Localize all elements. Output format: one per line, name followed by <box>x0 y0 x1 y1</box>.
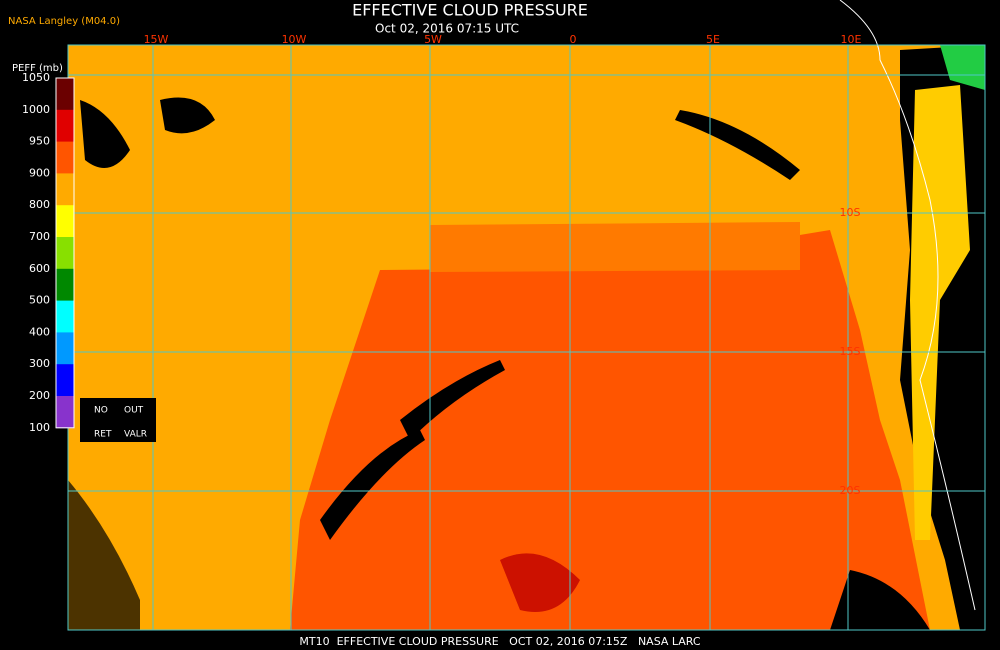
clear-sky <box>830 570 930 630</box>
cloud-layer <box>940 45 985 90</box>
lon-label: 5E <box>706 33 720 46</box>
colorbar-tick-label: 600 <box>29 262 50 275</box>
colorbar-segment <box>56 300 74 333</box>
cloud-layer <box>290 230 930 630</box>
lon-label: 10E <box>841 33 862 46</box>
title: EFFECTIVE CLOUD PRESSURE <box>352 1 588 20</box>
coastline <box>839 0 976 611</box>
lat-label: 15S <box>840 345 861 358</box>
clear-sky <box>160 97 215 134</box>
colorbar-segment <box>56 141 74 174</box>
colorbar: 1050 1000 950 900 800 700 600 500 400 300 200 100 <box>22 71 75 434</box>
lon-label: 10W <box>282 33 307 46</box>
source-label: NASA Langley (M04.0) <box>8 16 120 27</box>
flag-label: OUT <box>124 406 144 416</box>
colorbar-segment <box>56 396 74 429</box>
clear-sky <box>68 480 140 630</box>
clear-sky <box>675 110 800 180</box>
colorbar-segment <box>56 109 74 143</box>
lon-label: 5W <box>424 33 442 46</box>
lat-label: 20S <box>840 484 861 497</box>
colorbar-tick-label: 100 <box>29 421 50 434</box>
colorbar-segment <box>56 78 74 111</box>
footer: MT10 EFFECTIVE CLOUD PRESSURE OCT 02, 20… <box>299 635 701 648</box>
colorbar-frame <box>55 77 75 429</box>
flag-label: NO <box>94 406 108 416</box>
lat-label: 10S <box>840 206 861 219</box>
colorbar-tick-label: 200 <box>29 389 50 402</box>
colorbar-tick-label: 950 <box>29 135 50 148</box>
colorbar-tick-label: 800 <box>29 198 50 211</box>
lon-label: 0 <box>570 33 577 46</box>
lon-label: 15W <box>144 33 169 46</box>
colorbar-tick-label: 500 <box>29 294 50 307</box>
clear-sky <box>400 360 505 440</box>
colorbar-tick-label: 300 <box>29 357 50 370</box>
clear-sky <box>80 100 130 168</box>
flag-label: RET <box>94 430 112 440</box>
colorbar-tick-label: 1000 <box>22 103 50 116</box>
flag-label: VALR <box>124 430 147 440</box>
colorbar-tick-label: 900 <box>29 166 50 179</box>
colorbar-tick-label: 1050 <box>22 71 50 84</box>
colorbar-segment <box>56 364 74 397</box>
cloud-layer <box>430 222 800 272</box>
colorbar-segment <box>56 332 74 365</box>
colorbar-tick-label: 700 <box>29 230 50 243</box>
lat-lon-grid: 15W 10W 5W 0 5E 10E 10S 15S 20S <box>68 33 985 630</box>
flag-box <box>80 398 156 442</box>
cloud-layer <box>910 85 970 540</box>
colorbar-segment <box>56 205 74 238</box>
colorbar-segment <box>56 237 74 270</box>
colorbar-segment <box>56 268 74 302</box>
colorbar-tick-label: 400 <box>29 325 50 338</box>
cloud-layer <box>500 553 580 612</box>
cloud-field <box>68 0 985 630</box>
colorbar-segment <box>56 173 74 206</box>
subtitle: Oct 02, 2016 07:15 UTC <box>375 22 519 36</box>
colorbar-label: PEFF (mb) <box>12 63 63 74</box>
clear-sky <box>320 430 425 540</box>
